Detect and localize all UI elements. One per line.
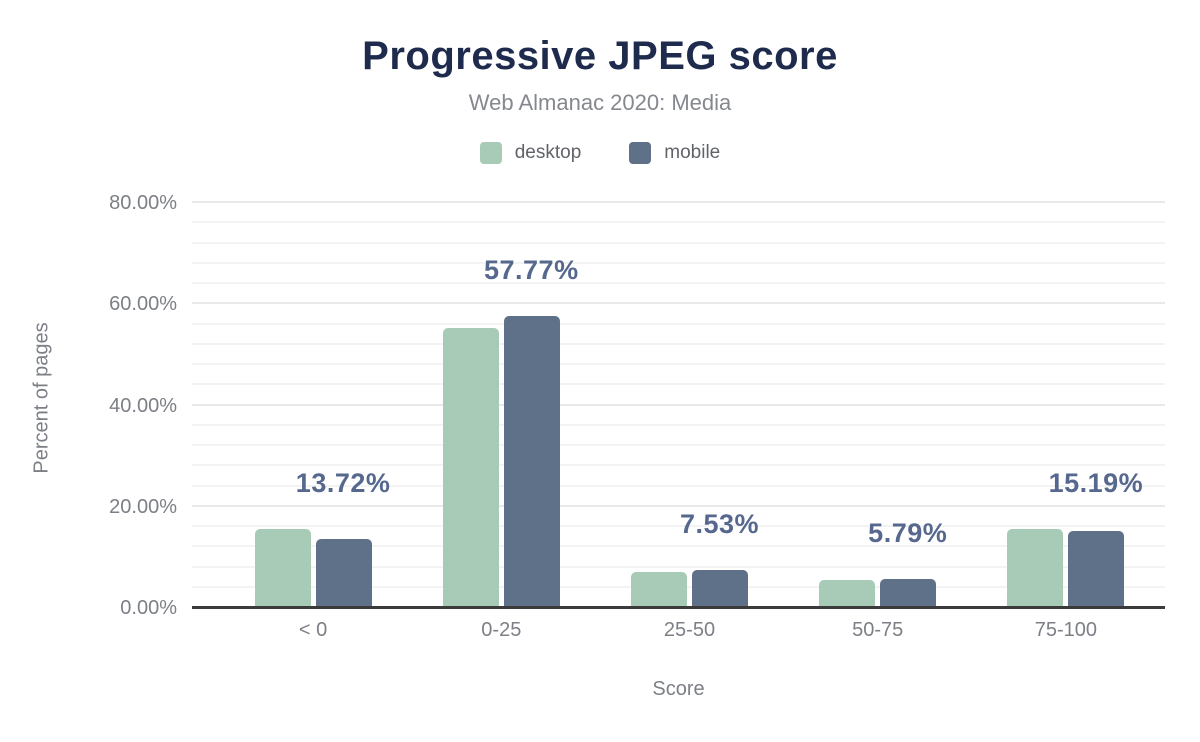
chart-subtitle: Web Almanac 2020: Media: [468, 90, 732, 115]
gridline: [192, 201, 1165, 203]
gridline: [192, 565, 1165, 568]
bar-group: 57.77% 0-25: [407, 188, 595, 641]
y-tick-label: 40.00%: [109, 394, 177, 417]
chart-legend: desktop mobile: [0, 142, 1200, 164]
legend-label-desktop: desktop: [514, 142, 582, 163]
x-axis-title: Score: [652, 678, 705, 700]
gridline: [192, 383, 1165, 386]
chart-title: Progressive JPEG score: [362, 34, 838, 78]
bar-value-label: 7.53%: [679, 508, 760, 539]
bar-desktop: [819, 579, 876, 608]
gridline: [192, 261, 1165, 264]
gridline: [192, 363, 1165, 365]
gridline: [192, 241, 1165, 244]
bar-mobile: [503, 315, 560, 608]
plot-area: 13.72% < 0 57.77% 0-25 7.53% 25-50 5.79% 50-75 1…: [109, 188, 1165, 641]
legend-label-mobile: mobile: [664, 142, 721, 163]
bar-mobile: [692, 569, 748, 608]
legend-item-desktop: desktop: [479, 142, 582, 164]
bar-groups-container: 13.72% < 0 57.77% 0-25 7.53% 25-50 5.79% 50-75 1…: [192, 188, 1165, 641]
bar-value-label: 15.19%: [1048, 468, 1144, 499]
bar-group: 7.53% 25-50: [595, 188, 783, 641]
legend-item-mobile: mobile: [629, 142, 720, 164]
bar-desktop: [1007, 529, 1064, 608]
bar-group: 5.79% 50-75: [784, 188, 972, 641]
gridline: [192, 322, 1165, 325]
bar-value-label: 5.79%: [868, 517, 948, 548]
x-tick-label: 50-75: [852, 619, 904, 641]
bar-value-label: 57.77%: [484, 254, 579, 285]
gridline: [192, 221, 1165, 224]
x-tick-label: 75-100: [1034, 619, 1098, 641]
gridline: [192, 464, 1165, 467]
y-tick-label: 80.00%: [109, 192, 177, 214]
x-tick-label: 0-25: [481, 619, 522, 641]
gridline: [192, 444, 1165, 446]
gridline: [192, 282, 1165, 284]
bar-mobile: [880, 578, 937, 608]
bar-mobile: [1068, 531, 1125, 608]
bar-desktop: [254, 529, 311, 608]
y-tick-label: 20.00%: [109, 495, 177, 518]
gridline: [192, 403, 1165, 406]
x-tick-label: 25-50: [663, 619, 716, 641]
bar-mobile: [315, 538, 372, 608]
bar-desktop: [631, 572, 687, 608]
bar-group: 13.72% < 0: [219, 188, 407, 641]
gridline: [192, 342, 1165, 345]
gridline: [192, 545, 1165, 548]
y-tick-label: 0.00%: [120, 597, 177, 619]
gridline: [192, 302, 1165, 305]
gridline: [192, 525, 1165, 527]
bar-value-label: 13.72%: [295, 468, 391, 499]
gridline: [192, 423, 1165, 426]
legend-swatch-mobile: [629, 142, 652, 164]
bar-desktop: [442, 328, 499, 608]
bar-group: 15.19% 75-100: [972, 188, 1160, 641]
legend-swatch-desktop: [479, 142, 502, 164]
gridline: [192, 484, 1165, 487]
y-tick-label: 60.00%: [109, 293, 177, 316]
x-tick-label: < 0: [298, 619, 328, 641]
gridline: [192, 504, 1165, 507]
x-axis-line: [192, 606, 1165, 609]
